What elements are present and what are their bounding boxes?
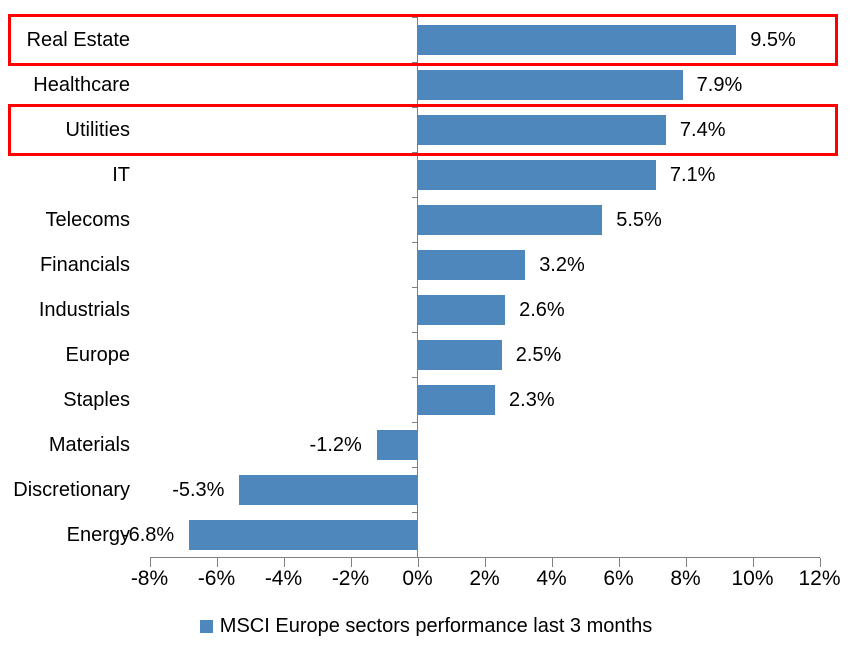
value-axis-tick-label: -6% — [197, 567, 236, 590]
bar-energy — [189, 519, 417, 550]
value-axis-tick — [618, 557, 620, 567]
category-axis-tick — [412, 287, 417, 288]
value-axis-tick — [484, 557, 486, 567]
value-axis-tick — [216, 557, 218, 567]
value-axis-tick-label: 6% — [603, 567, 634, 590]
category-axis-line — [417, 17, 418, 557]
value-axis-tick-label: 2% — [469, 567, 500, 590]
value-label-it: 7.1% — [669, 163, 716, 186]
value-label-telecoms: 5.5% — [616, 208, 662, 231]
category-axis-tick — [412, 242, 417, 243]
highlight-box-utilities — [8, 103, 838, 156]
category-label-it: IT — [112, 163, 130, 186]
value-label-real-estate: 9.5% — [750, 28, 796, 51]
legend-label: MSCI Europe sectors performance last 3 m… — [219, 615, 653, 637]
value-axis-tick-label: 0% — [402, 567, 433, 590]
bar-discretionary — [239, 474, 417, 505]
category-axis-tick — [412, 467, 417, 468]
value-axis-tick-label: 8% — [670, 567, 701, 590]
bar-industrials — [418, 294, 506, 325]
value-label-europe: 2.5% — [515, 343, 562, 366]
value-axis-tick — [819, 557, 821, 567]
category-label-real-estate: Real Estate — [26, 28, 130, 51]
value-axis-tick-label: -8% — [130, 567, 169, 590]
category-axis-tick — [412, 422, 417, 423]
category-axis-tick — [412, 17, 417, 18]
value-label-materials: -1.2% — [309, 433, 362, 456]
category-label-europe: Europe — [65, 343, 131, 366]
value-axis-tick — [551, 557, 553, 567]
bar-financials — [418, 249, 526, 280]
category-label-energy: Energy — [66, 523, 130, 546]
bar-staples — [418, 384, 496, 415]
value-axis-tick — [283, 557, 285, 567]
highlight-box-real-estate — [8, 13, 838, 66]
legend: MSCI Europe sectors performance last 3 m… — [0, 611, 852, 641]
value-axis-tick-label: 12% — [798, 567, 841, 590]
category-label-staples: Staples — [63, 388, 130, 411]
value-label-industrials: 2.6% — [519, 298, 565, 321]
value-label-energy: -6.8% — [121, 523, 175, 546]
value-axis-tick — [685, 557, 687, 567]
bar-utilities — [418, 114, 666, 145]
value-axis-tick-label: 4% — [536, 567, 567, 590]
category-axis-tick — [412, 557, 417, 558]
category-label-financials: Financials — [39, 253, 130, 276]
value-axis-line — [149, 556, 820, 558]
value-axis-tick — [350, 557, 352, 567]
category-label-discretionary: Discretionary — [13, 478, 130, 501]
value-label-healthcare: 7.9% — [696, 73, 743, 96]
bar-materials — [376, 429, 417, 460]
value-label-discretionary: -5.3% — [172, 478, 225, 501]
category-axis-tick — [412, 107, 417, 108]
bar-healthcare — [418, 69, 683, 100]
bar-europe — [418, 339, 502, 370]
value-axis-tick — [752, 557, 754, 567]
category-label-telecoms: Telecoms — [45, 208, 130, 231]
category-axis-tick — [412, 377, 417, 378]
bar-real-estate — [418, 24, 737, 55]
category-label-healthcare: Healthcare — [33, 73, 130, 96]
category-axis-tick — [412, 332, 417, 333]
value-axis-tick-label: -2% — [331, 567, 370, 590]
value-axis-tick — [417, 557, 419, 567]
category-label-industrials: Industrials — [38, 298, 130, 321]
category-label-materials: Materials — [48, 433, 130, 456]
value-label-financials: 3.2% — [539, 253, 585, 276]
value-label-utilities: 7.4% — [679, 118, 726, 141]
category-label-utilities: Utilities — [65, 118, 130, 141]
value-axis-tick-label: 10% — [731, 567, 774, 590]
category-axis-tick — [412, 512, 417, 513]
bar-telecoms — [418, 204, 603, 235]
bar-it — [418, 159, 656, 190]
value-axis-tick — [149, 557, 151, 567]
category-axis-tick — [412, 197, 417, 198]
legend-series-swatch-icon — [199, 619, 213, 633]
value-label-staples: 2.3% — [509, 388, 555, 411]
value-axis-tick-label: -4% — [264, 567, 303, 590]
